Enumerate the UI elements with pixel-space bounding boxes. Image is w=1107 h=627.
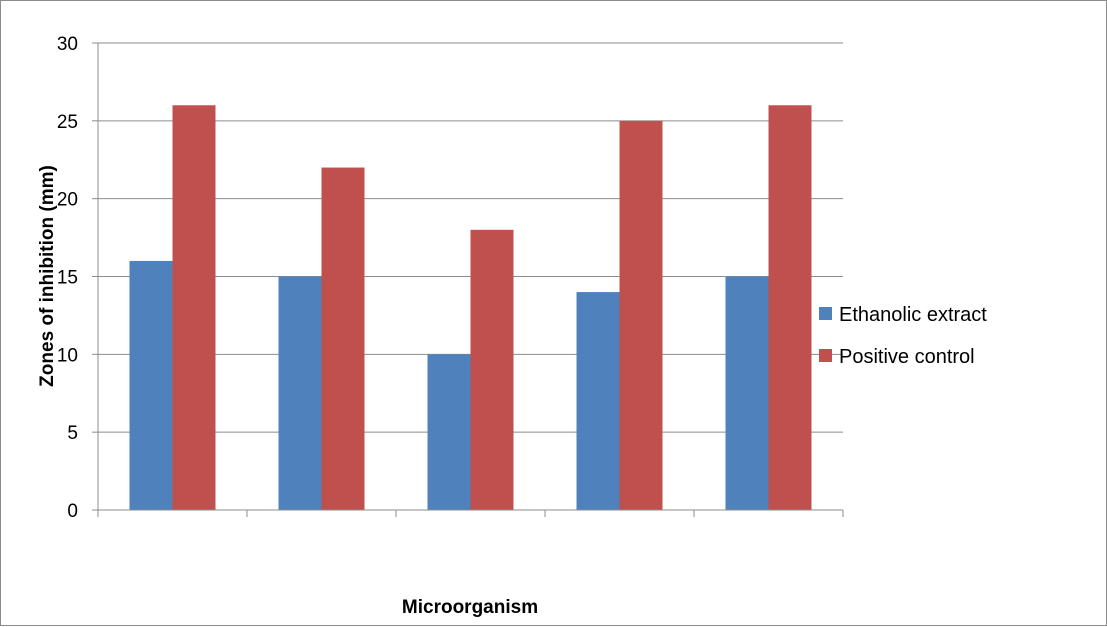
- y-tick-label-20: 20: [57, 190, 78, 211]
- legend-label-1: Ethanolic extract: [839, 304, 987, 326]
- legend-label-2: Positive control: [839, 346, 975, 368]
- y-tick-label-25: 25: [57, 112, 78, 133]
- y-tick-label-10: 10: [57, 345, 78, 366]
- y-tick-label-0: 0: [67, 501, 78, 522]
- bars: [129, 105, 812, 511]
- x-axis-title: Microorganism: [402, 597, 538, 618]
- bar-positive-control-3: [470, 229, 514, 511]
- bar-ethanolic-extract-3: [427, 354, 471, 510]
- y-tick-label-5: 5: [67, 423, 78, 444]
- bar-positive-control-2: [321, 167, 365, 511]
- legend-swatch-1: [819, 307, 832, 320]
- bar-ethanolic-extract-1: [129, 260, 173, 510]
- bar-ethanolic-extract-2: [278, 276, 322, 510]
- axes: [92, 42, 844, 517]
- legend: Ethanolic extract Positive control: [819, 304, 987, 368]
- bar-positive-control-4: [619, 120, 663, 510]
- bar-ethanolic-extract-5: [725, 276, 769, 510]
- y-tick-label-15: 15: [57, 268, 78, 289]
- bar-ethanolic-extract-4: [576, 292, 620, 510]
- y-tick-labels: 0 5 10 15 20 25 30: [57, 34, 78, 522]
- bar-positive-control-1: [172, 105, 216, 511]
- y-tick-label-30: 30: [57, 34, 78, 55]
- legend-swatch-2: [819, 349, 832, 362]
- bar-positive-control-5: [768, 105, 812, 511]
- y-axis-title: Zones of inhibition (mm): [37, 165, 58, 387]
